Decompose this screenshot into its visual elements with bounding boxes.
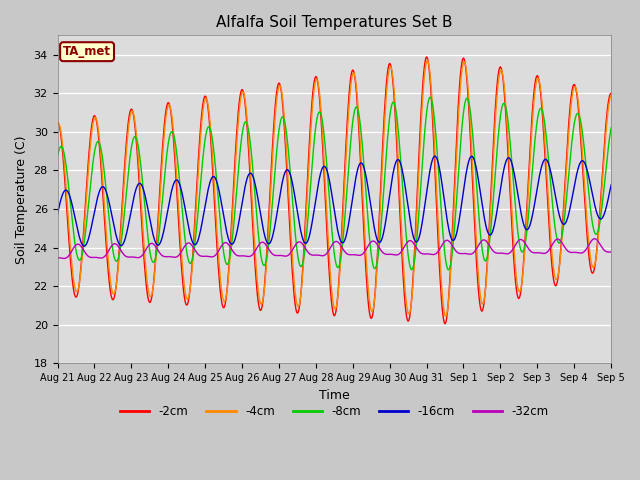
Y-axis label: Soil Temperature (C): Soil Temperature (C) [15,135,28,264]
Title: Alfalfa Soil Temperatures Set B: Alfalfa Soil Temperatures Set B [216,15,452,30]
X-axis label: Time: Time [319,389,349,402]
Legend: -2cm, -4cm, -8cm, -16cm, -32cm: -2cm, -4cm, -8cm, -16cm, -32cm [115,401,554,423]
Text: TA_met: TA_met [63,45,111,58]
